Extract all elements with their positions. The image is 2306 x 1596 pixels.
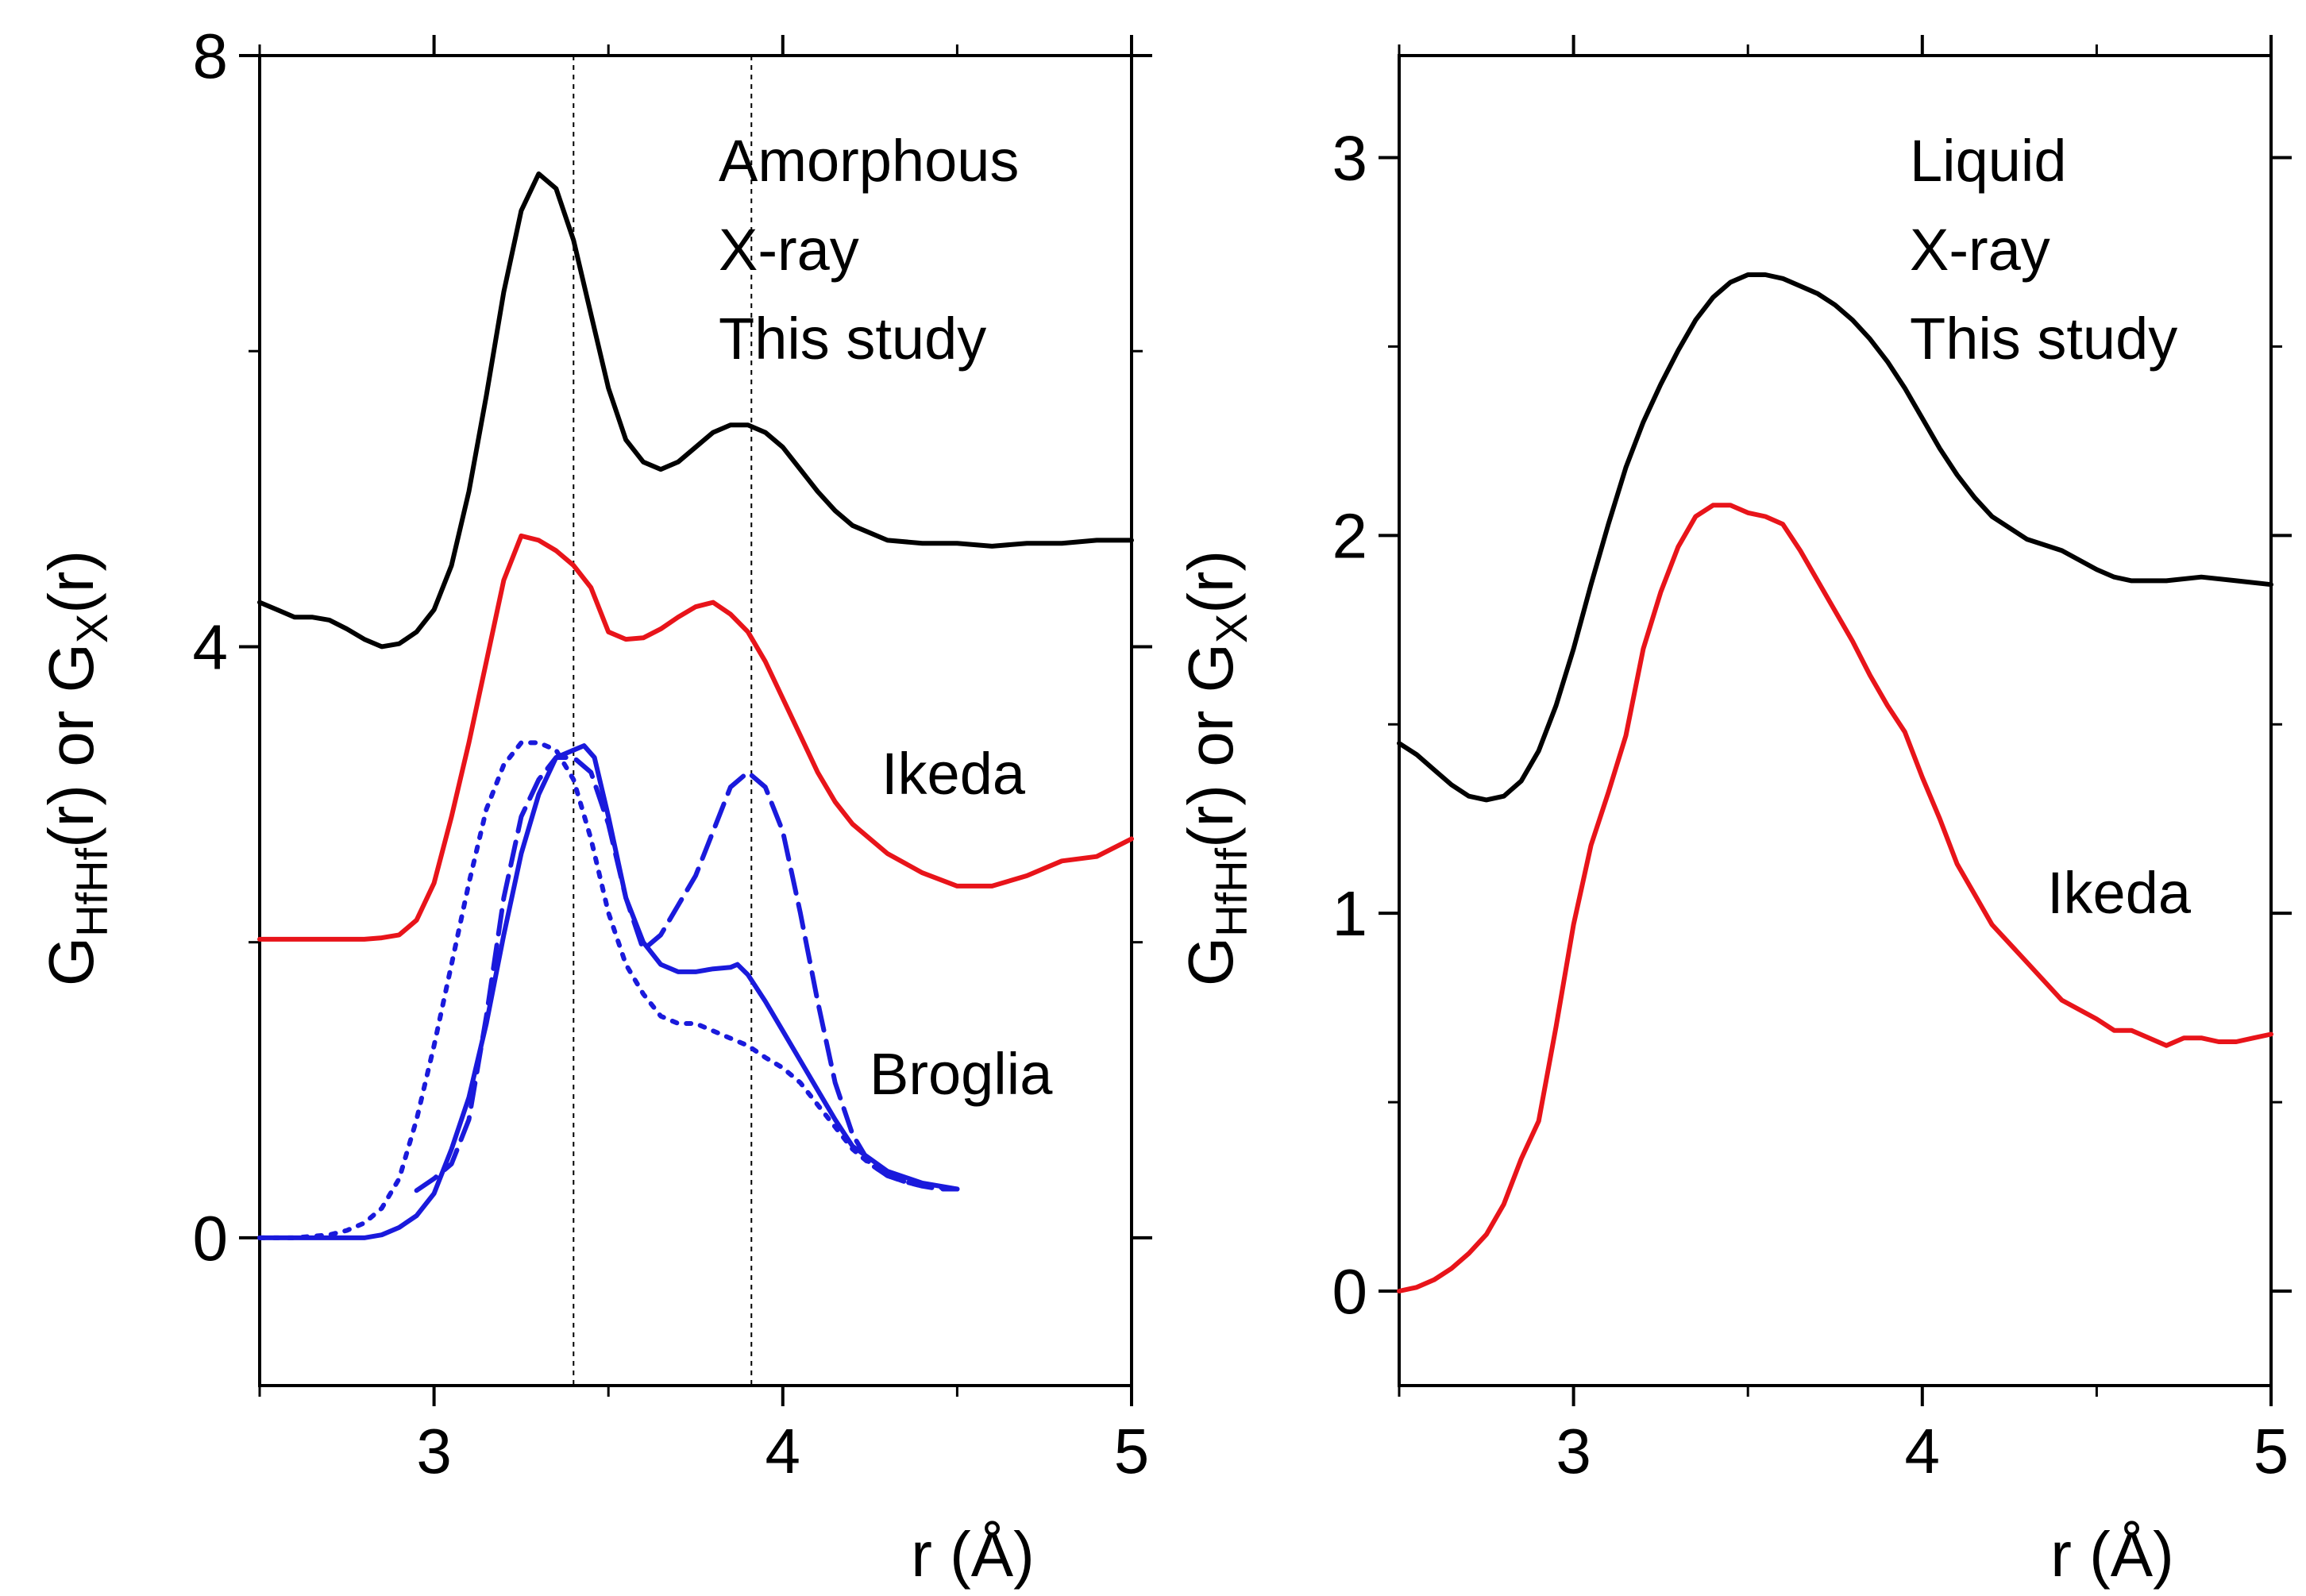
series-line-this-study bbox=[257, 171, 1134, 650]
y-tick-label: 1 bbox=[1332, 878, 1368, 949]
left-annotation-line3: This study bbox=[719, 306, 986, 372]
left-x-axis-label: r (Å) bbox=[911, 1519, 1035, 1590]
x-tick-label: 3 bbox=[1556, 1416, 1591, 1486]
right-y-axis-label: GHfHf(r) or GX(r) bbox=[1175, 550, 1256, 986]
left-label-ikeda: Ikeda bbox=[881, 741, 1026, 807]
series-line-ikeda bbox=[1397, 503, 2273, 1293]
y-tick-label: 0 bbox=[1332, 1256, 1368, 1327]
right-annotation-line2: X-ray bbox=[1910, 217, 2050, 283]
left-label-broglia: Broglia bbox=[870, 1041, 1053, 1107]
right-annotation-line1: Liquid bbox=[1910, 128, 2067, 194]
x-tick-label: 5 bbox=[1114, 1416, 1150, 1486]
left-annotation-line1: Amorphous bbox=[719, 128, 1019, 194]
right-x-axis-label: r (Å) bbox=[2050, 1519, 2174, 1590]
x-tick-label: 4 bbox=[1905, 1416, 1941, 1486]
right-label-ikeda: Ikeda bbox=[2047, 860, 2192, 926]
x-tick-label: 4 bbox=[765, 1416, 801, 1486]
x-tick-label: 5 bbox=[2254, 1416, 2289, 1486]
series-line-broglia-solid bbox=[257, 743, 960, 1240]
series-line-ikeda bbox=[257, 533, 1134, 942]
left-annotation-line2: X-ray bbox=[719, 217, 859, 283]
series-line-broglia-dotted bbox=[257, 740, 960, 1240]
right-series bbox=[1397, 272, 2273, 1293]
y-tick-label: 8 bbox=[193, 21, 229, 91]
left-plot-frame bbox=[258, 54, 1133, 1387]
left-panel: 3 4 5 0 4 8 r (Å) GHfHf(r) or GX(r) Amorphous… bbox=[36, 21, 1152, 1590]
x-tick-label: 3 bbox=[416, 1416, 452, 1486]
right-panel: 3 4 5 0 1 2 3 r (Å) GHfHf(r) or GX(r) Liquid X… bbox=[1175, 35, 2292, 1590]
y-tick-label: 2 bbox=[1332, 500, 1368, 571]
right-annotation-line3: This study bbox=[1910, 306, 2177, 372]
left-series bbox=[257, 171, 1134, 1240]
right-plot-frame bbox=[1398, 54, 2273, 1387]
left-ticks: 3 4 5 0 4 8 bbox=[193, 21, 1152, 1486]
left-y-axis-label: GHfHf(r) or GX(r) bbox=[36, 550, 117, 986]
left-reference-lines bbox=[573, 56, 753, 1386]
y-tick-label: 3 bbox=[1332, 122, 1368, 193]
right-ticks: 3 4 5 0 1 2 3 bbox=[1332, 35, 2292, 1486]
y-tick-label: 0 bbox=[193, 1203, 229, 1274]
y-tick-label: 4 bbox=[193, 611, 229, 682]
series-line-this-study bbox=[1397, 272, 2273, 803]
